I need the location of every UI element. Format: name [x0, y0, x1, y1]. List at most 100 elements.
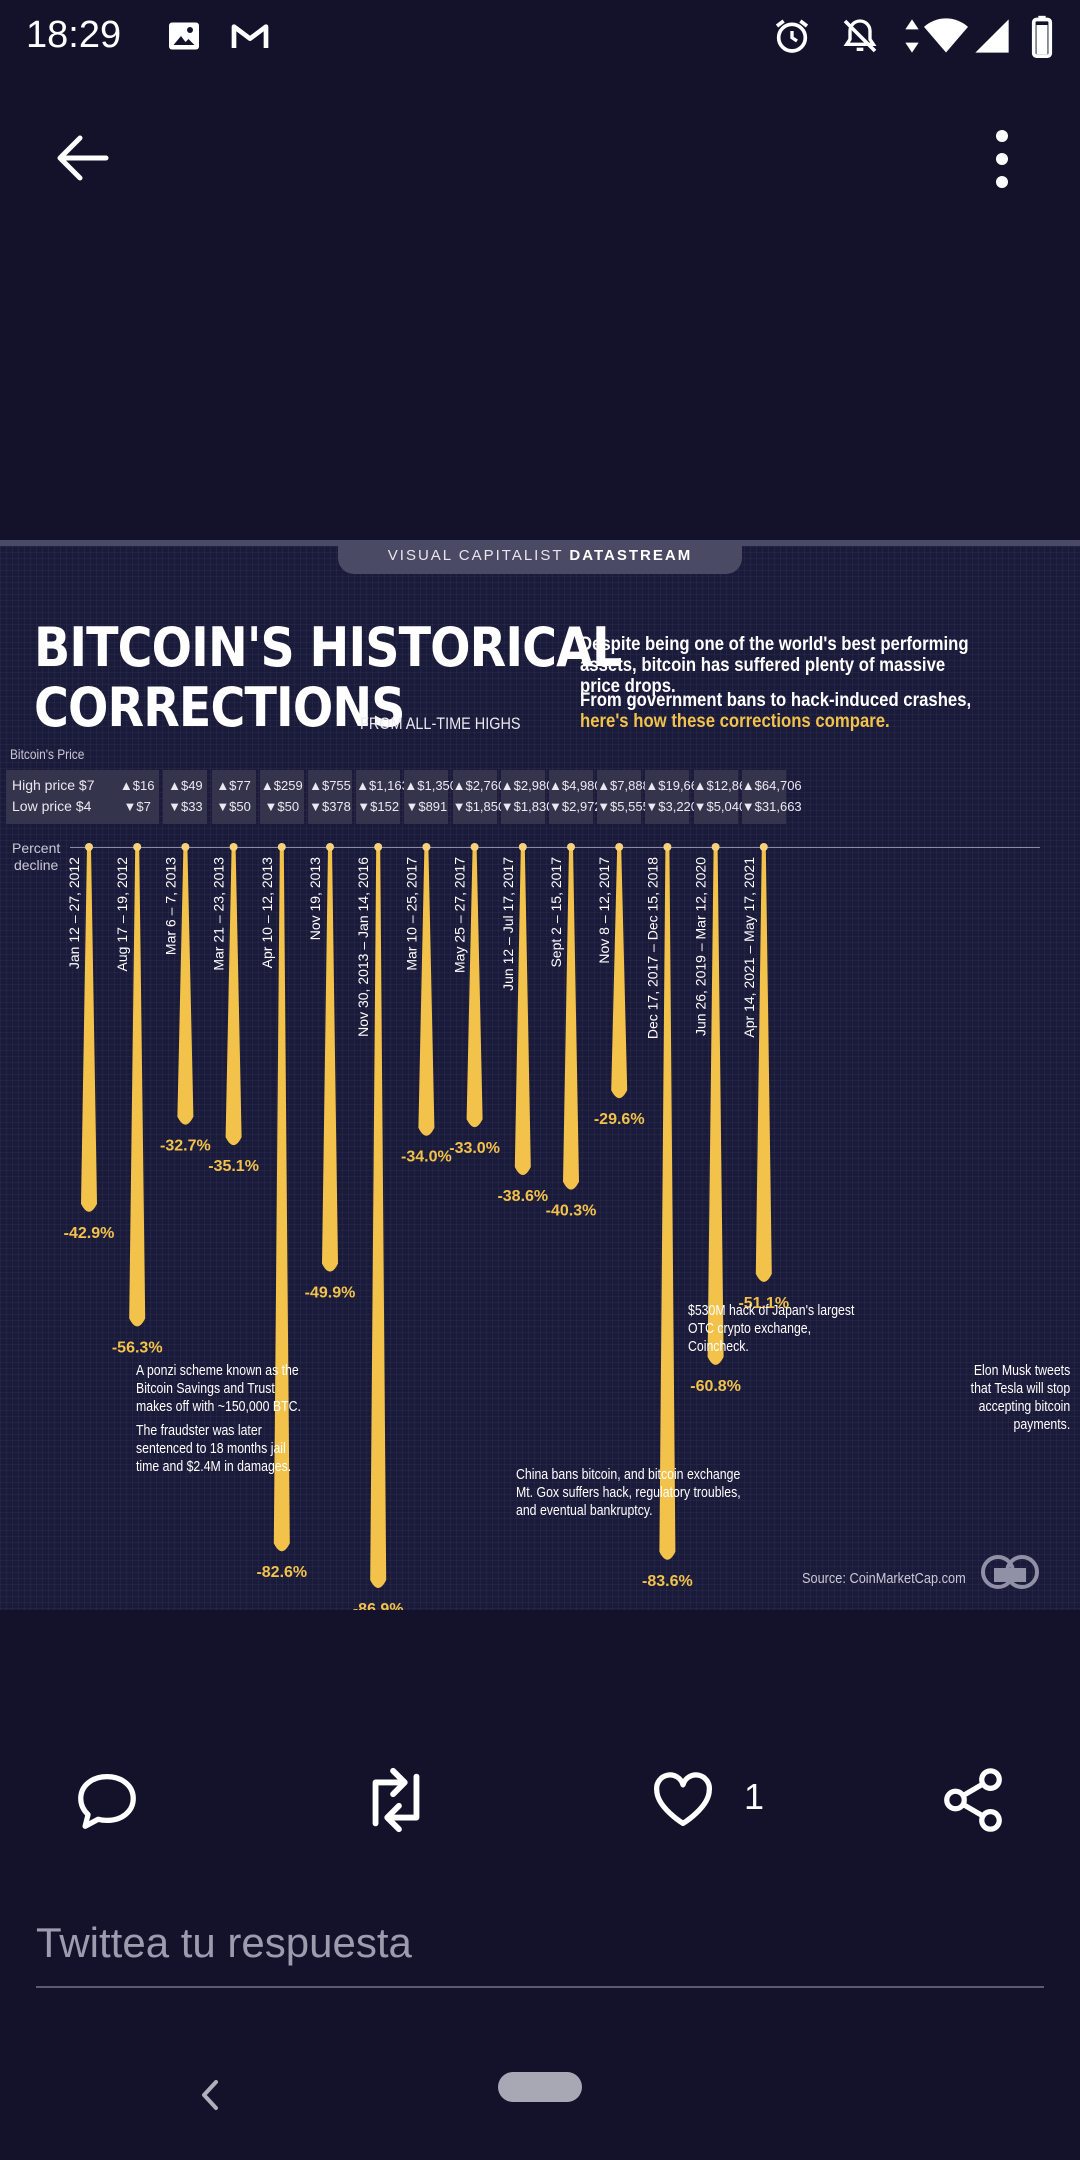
home-pill[interactable] [498, 2072, 582, 2102]
bar [81, 847, 97, 1212]
like-count: 1 [744, 1776, 765, 1817]
wifi-icon [924, 18, 968, 53]
bar [611, 847, 628, 1099]
bar-top-dot [615, 843, 624, 851]
bar [418, 847, 435, 1136]
high-price: ▲$2,760 [452, 778, 506, 793]
annotation-ponzi: A ponzi scheme known as the Bitcoin Savi… [136, 1362, 301, 1475]
bar [177, 847, 194, 1125]
price-box: ▲$1,350 ▼$891 [404, 770, 457, 824]
bar [755, 847, 772, 1282]
source-credit: Source: CoinMarketCap.com [802, 1570, 966, 1587]
price-box: ▲$755 ▼$378 [308, 770, 352, 824]
price-box: ▲$77 ▼$50 [211, 770, 256, 824]
value-label: -49.9% [305, 1285, 356, 1302]
bar [129, 847, 146, 1327]
high-price: ▲$4,980 [549, 778, 602, 793]
category-label: Mar 21 – 23, 2013 [211, 857, 227, 971]
chart-baseline [70, 847, 1040, 848]
nav-back-icon[interactable] [190, 2070, 230, 2120]
corrections-chart: Jan 12 – 27, 2012 -42.9% Aug 17 – 19, 2012… [64, 843, 789, 1610]
low-price: ▼$7 [123, 799, 151, 814]
price-box: ▲$259 ▼$50 [259, 770, 304, 824]
bar-top-dot [181, 843, 190, 851]
notifications-off-icon [843, 19, 877, 53]
bar-top-dot [759, 843, 768, 851]
status-bar: 18:29 [0, 0, 1080, 72]
category-label: Nov 30, 2013 – Jan 14, 2016 [355, 857, 371, 1037]
infographic-description-2: From government bans to hack-induced cra… [580, 690, 972, 732]
value-label: -29.6% [594, 1111, 645, 1128]
annotation-china: China bans bitcoin, and bitcoin exchange… [516, 1466, 741, 1519]
bar-top-dot [85, 843, 93, 851]
bar-top-dot [518, 843, 527, 851]
price-legend: High price $7 Low price $4 [6, 770, 122, 824]
bar-top-dot [567, 843, 575, 851]
high-price: ▲$2,980 [500, 778, 554, 793]
share-icon[interactable] [938, 1760, 1008, 1840]
top-bar [0, 110, 1080, 200]
high-price: ▲$16 [119, 778, 155, 793]
datastream-tab: VISUAL CAPITALIST DATASTREAM [338, 546, 742, 574]
low-price: ▼$1,850 [452, 799, 506, 814]
value-label: -56.3% [112, 1339, 163, 1356]
bar [466, 847, 483, 1128]
category-label: Nov 8 – 12, 2017 [596, 857, 612, 964]
tweet-actions [0, 1760, 1080, 1840]
category-label: Jun 26, 2019 – Mar 12, 2020 [693, 857, 709, 1036]
bar-top-dot [470, 843, 479, 851]
value-label: -42.9% [64, 1225, 115, 1242]
bar [707, 847, 724, 1365]
low-price: ▼$2,972 [549, 799, 602, 814]
price-box: ▲$2,760 ▼$1,850 [452, 770, 506, 824]
value-label: -38.6% [497, 1188, 548, 1205]
category-label: Apr 14, 2021 – May 17, 2021 [741, 857, 757, 1038]
price-box: ▲$49 ▼$33 [163, 770, 208, 824]
value-label: -83.6% [642, 1573, 693, 1590]
value-label: -86.9% [353, 1601, 404, 1610]
reply-field[interactable] [36, 1908, 1044, 1988]
arrow-left-icon[interactable] [50, 128, 120, 188]
category-label: Apr 10 – 12, 2013 [259, 857, 275, 969]
infographic-title: BITCOIN'S HISTORICAL CORRECTIONS [34, 616, 622, 739]
price-box: ▲$2,980 ▼$1,830 [500, 770, 554, 824]
system-nav-bar [0, 2050, 1080, 2160]
bar [370, 847, 387, 1588]
value-label: -35.1% [208, 1158, 259, 1175]
comment-icon[interactable] [72, 1760, 142, 1840]
category-label: Dec 17, 2017 – Dec 15, 2018 [644, 857, 660, 1039]
low-price: ▼$3,220 [645, 799, 699, 814]
bar [514, 847, 531, 1176]
high-price: ▲$77 [216, 778, 251, 793]
bar-top-dot [229, 843, 238, 851]
high-price: ▲$755 [309, 778, 351, 793]
visual-capitalist-logo-icon [981, 1555, 1039, 1589]
retweet-icon[interactable] [358, 1760, 434, 1840]
category-label: Sept 2 – 15, 2017 [548, 857, 564, 968]
status-time: 18:29 [26, 14, 122, 56]
battery-icon [1031, 15, 1053, 58]
high-price: ▲$1,163 [356, 778, 409, 793]
gmail-icon [231, 24, 269, 48]
low-price: ▼$50 [216, 799, 251, 814]
bar [225, 847, 242, 1146]
more-vertical-icon[interactable] [972, 124, 1032, 194]
bar-top-dot [422, 843, 431, 851]
heart-icon[interactable] [648, 1760, 718, 1840]
category-label: Jun 12 – Jul 17, 2017 [500, 857, 516, 991]
bitcoin-price-label: Bitcoin's Price [10, 746, 85, 762]
low-price: ▼$1,830 [500, 799, 554, 814]
price-box: ▲$1,163 ▼$152 [356, 770, 409, 824]
annotation-coincheck: $530M hack of Japan's largest OTC crypto… [688, 1302, 855, 1355]
low-price: ▼$5,040 [693, 799, 747, 814]
value-label: -34.0% [401, 1149, 452, 1166]
tweet-media-image[interactable]: VISUAL CAPITALIST DATASTREAM BITCOIN'S H… [0, 540, 1080, 1610]
infographic-description: Despite being one of the world's best pe… [580, 634, 969, 697]
category-label: Nov 19, 2013 [307, 857, 323, 940]
reply-input[interactable] [36, 1908, 1044, 1978]
value-label: -82.6% [256, 1564, 307, 1581]
low-price: ▼$50 [264, 799, 300, 814]
low-price: ▼$5,555 [597, 799, 650, 814]
category-label: Jan 12 – 27, 2012 [66, 857, 82, 969]
data-arrows-icon [905, 19, 919, 53]
